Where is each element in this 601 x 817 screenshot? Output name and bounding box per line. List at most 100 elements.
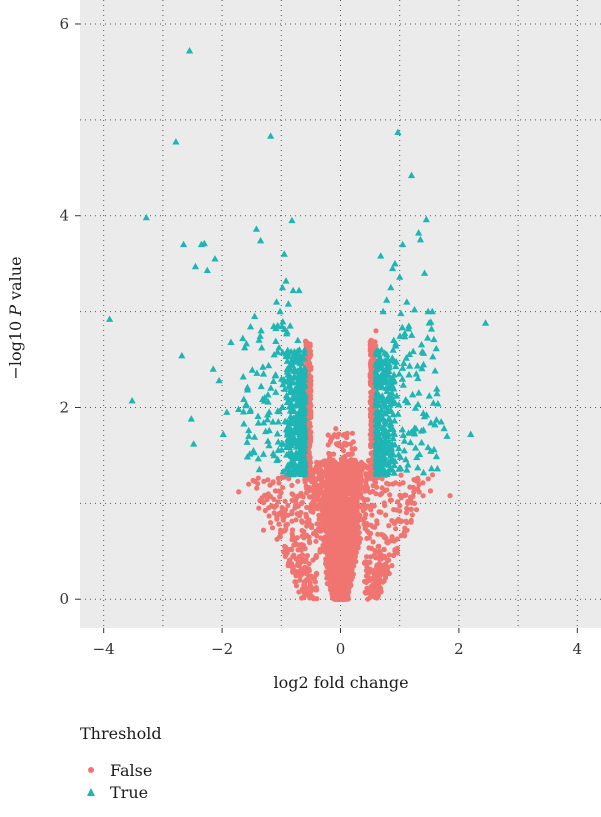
point-false — [357, 504, 363, 510]
point-false — [341, 583, 347, 589]
point-false — [344, 489, 350, 495]
point-false — [265, 491, 271, 497]
point-false — [338, 476, 344, 482]
point-false — [379, 563, 385, 569]
point-false — [330, 433, 336, 439]
point-false — [346, 518, 352, 524]
point-false — [284, 550, 290, 556]
point-false — [364, 535, 370, 542]
point-false — [381, 533, 387, 539]
point-false — [368, 507, 374, 513]
point-false — [343, 474, 349, 480]
point-false — [368, 554, 374, 560]
point-false — [344, 527, 351, 533]
point-false — [341, 534, 347, 541]
point-false — [255, 475, 261, 481]
point-false — [336, 588, 342, 595]
point-false — [364, 554, 370, 560]
point-false — [261, 478, 267, 484]
point-false — [343, 596, 349, 602]
point-false — [363, 471, 369, 477]
point-false — [306, 534, 312, 540]
point-false — [321, 490, 327, 496]
point-false — [363, 482, 369, 488]
point-false — [343, 553, 349, 559]
point-false — [256, 505, 262, 511]
point-false — [362, 505, 369, 511]
point-false — [361, 497, 367, 503]
point-false — [373, 328, 379, 334]
point-false — [306, 538, 312, 544]
point-false — [280, 485, 286, 491]
point-false — [391, 538, 397, 544]
point-false — [299, 595, 305, 601]
point-false — [343, 434, 349, 440]
point-false — [346, 507, 352, 513]
point-false — [384, 539, 390, 545]
point-false — [342, 485, 348, 492]
point-false — [236, 489, 242, 495]
point-false — [269, 525, 276, 531]
point-false — [349, 430, 355, 436]
point-false — [311, 490, 317, 497]
point-false — [413, 507, 420, 513]
point-false — [348, 558, 354, 564]
triangle-marker-icon — [80, 781, 102, 803]
point-false — [340, 448, 347, 454]
y-axis-label-suffix: value — [6, 256, 25, 305]
point-false — [280, 517, 286, 523]
point-false — [401, 529, 407, 535]
point-false — [368, 358, 374, 364]
point-false — [392, 548, 398, 554]
point-false — [313, 587, 320, 593]
point-false — [349, 495, 355, 501]
point-false — [373, 491, 379, 497]
point-false — [330, 551, 336, 557]
point-false — [383, 571, 389, 578]
point-false — [286, 476, 292, 482]
point-false — [342, 559, 348, 565]
point-false — [355, 462, 362, 468]
point-false — [306, 488, 312, 494]
point-false — [310, 477, 317, 483]
point-false — [365, 528, 371, 534]
circle-marker-icon — [80, 759, 102, 781]
point-false — [296, 589, 302, 595]
point-false — [276, 534, 283, 540]
point-false — [337, 577, 343, 583]
point-false — [313, 538, 319, 544]
point-false — [386, 557, 392, 563]
point-false — [275, 499, 281, 505]
point-false — [299, 518, 305, 524]
point-false — [272, 488, 278, 494]
point-false — [353, 501, 359, 508]
point-false — [289, 518, 295, 524]
point-false — [347, 545, 353, 551]
point-false — [381, 578, 387, 584]
point-false — [268, 520, 274, 526]
point-false — [276, 480, 282, 486]
point-false — [295, 478, 301, 484]
point-false — [328, 560, 334, 566]
point-false — [372, 548, 378, 554]
point-false — [356, 482, 362, 488]
point-false — [298, 490, 304, 496]
point-false — [405, 498, 411, 505]
point-false — [333, 441, 340, 447]
point-false — [329, 499, 335, 506]
point-false — [334, 534, 340, 540]
point-false — [411, 489, 417, 495]
point-false — [351, 465, 357, 471]
point-false — [420, 480, 426, 486]
point-false — [285, 562, 291, 569]
point-false — [369, 338, 375, 344]
point-false — [374, 484, 380, 490]
point-false — [310, 594, 316, 601]
point-false — [324, 581, 330, 587]
legend-label-true: True — [110, 782, 149, 802]
point-false — [365, 596, 371, 602]
point-false — [341, 507, 347, 513]
point-false — [369, 512, 375, 518]
point-false — [338, 596, 344, 602]
